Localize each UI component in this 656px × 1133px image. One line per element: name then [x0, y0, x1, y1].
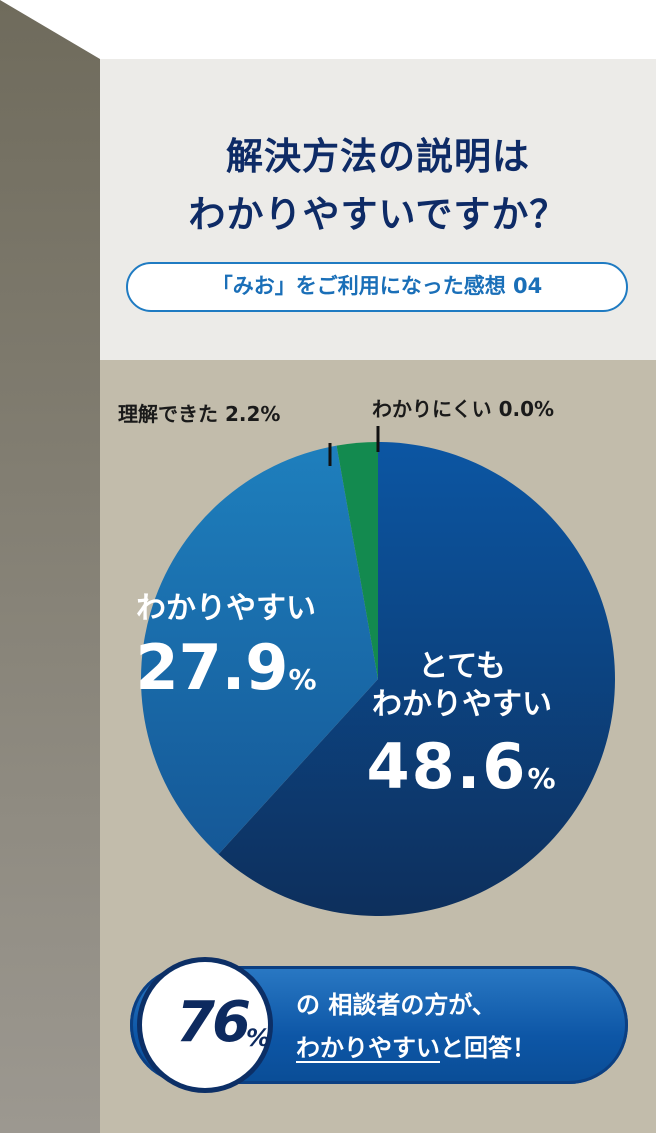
slice-value-very-easy: 48.6	[366, 730, 528, 803]
page-title: 解決方法の説明は わかりやすいですか？	[100, 128, 656, 244]
callout-percent: %	[246, 1024, 271, 1052]
slice-label-understood-text: 理解できた	[118, 402, 218, 426]
slice-label-easy: わかりやすい 27.9%	[116, 583, 336, 704]
subtitle-badge: 「みお」をご利用になった感想 04	[126, 262, 628, 312]
slice-value-understood: 2.2%	[224, 402, 281, 426]
pie-slice-easy	[140, 445, 378, 855]
callout-line-1: の 相談者の方が、	[296, 991, 496, 1019]
slice-value-very-easy-wrap: 48.6%	[352, 730, 572, 803]
callout-text: の 相談者の方が、 わかりやすいと回答！	[296, 984, 536, 1070]
slice-value-easy: 27.9	[135, 631, 289, 704]
slice-label-very-easy-line2: わかりやすい	[372, 687, 552, 722]
pie-slice-understood	[336, 442, 378, 679]
slice-label-understood: 理解できた 2.2%	[118, 398, 280, 427]
slice-label-easy-text: わかりやすい	[136, 591, 316, 626]
slice-label-very-easy-line1: とても	[418, 649, 506, 684]
subtitle-text: 「みお」をご利用になった感想 04	[211, 274, 543, 298]
slice-label-hard: わかりにくい 0.0%	[372, 393, 554, 422]
slice-value-easy-wrap: 27.9%	[116, 631, 336, 704]
title-line-1: 解決方法の説明は	[226, 135, 530, 178]
slice-value-very-easy-pct: %	[527, 762, 558, 795]
slice-value-hard: 0.0%	[498, 397, 555, 421]
callout-line-2: わかりやすいと回答！	[296, 1027, 536, 1070]
summary-callout: 76 % の 相談者の方が、 わかりやすいと回答！	[130, 962, 628, 1088]
callout-line-2-rest: と回答！	[440, 1034, 536, 1062]
side-panel-decoration	[0, 0, 100, 1133]
slice-label-hard-text: わかりにくい	[372, 397, 492, 421]
callout-number: 76	[176, 990, 251, 1055]
slice-value-easy-pct: %	[288, 663, 317, 696]
callout-highlight: わかりやすい	[296, 1034, 440, 1062]
callout-circle: 76 %	[142, 962, 271, 1088]
slice-label-very-easy: とても わかりやすい 48.6%	[352, 648, 572, 803]
pie-slice-very-easy	[218, 442, 615, 916]
title-line-2: わかりやすいですか？	[188, 193, 568, 236]
